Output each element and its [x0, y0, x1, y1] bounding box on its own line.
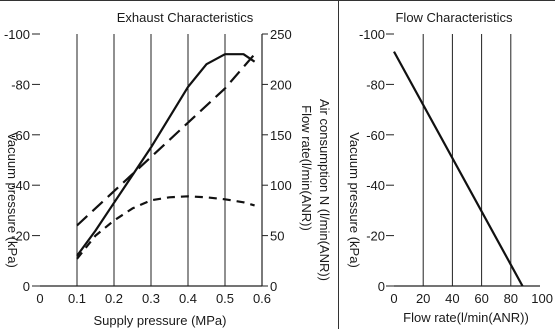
y-tick-label: -60: [366, 128, 385, 143]
x-tick-label: 0.3: [142, 291, 160, 306]
x-tick-label: 0.1: [68, 291, 86, 306]
left-y-tick-label: -40: [11, 178, 30, 193]
right-y-tick-label: 0: [270, 279, 277, 294]
x-axis-label: Flow rate(l/min(ANR)): [403, 310, 529, 325]
right-y-tick-label: 100: [270, 178, 292, 193]
x-tick-label: 20: [416, 291, 430, 306]
gridlines: [422, 34, 512, 286]
series-lines: [76, 53, 256, 260]
x-tick-label: 100: [531, 291, 553, 306]
right-y-tick-labels: 0 50 100 150 200 250: [262, 27, 292, 294]
right-y-tick-label: 50: [270, 229, 284, 244]
right-y-axis-label-1: Air consumption N (l/min(ANR)): [317, 99, 332, 281]
right-y-tick-label: 200: [270, 77, 292, 92]
series-lines: [393, 51, 524, 287]
axes: [40, 34, 263, 287]
y-axis-label: Vacuum pressure (kPa): [347, 132, 362, 268]
left-y-tick-label: -20: [11, 229, 30, 244]
x-tick-labels: 0 20 40 60 80 100: [390, 291, 553, 306]
x-tick-label: 60: [474, 291, 488, 306]
exhaust-characteristics-chart: Exhaust Characteristics 0 -20 -40 -60 -80 -10…: [4, 10, 332, 328]
right-y-axis-label-2: Flow rate(l/min(ANR)): [299, 105, 314, 231]
x-tick-labels: 0 0.1 0.2 0.3 0.4 0.5 0.6: [36, 291, 271, 306]
long-dash-series-line: [76, 53, 256, 227]
left-y-tick-label: -60: [11, 128, 30, 143]
y-tick-label: -100: [359, 27, 385, 42]
solid-series-line: [393, 51, 524, 287]
x-tick-label: 0.4: [179, 291, 197, 306]
solid-series-line: [76, 53, 256, 257]
x-tick-label: 0: [36, 291, 43, 306]
x-tick-label: 0.2: [105, 291, 123, 306]
x-tick-label: 80: [504, 291, 518, 306]
left-y-tick-labels: 0 -20 -40 -60 -80 -100: [4, 27, 40, 294]
right-y-tick-label: 150: [270, 128, 292, 143]
short-dash-series-line: [76, 195, 255, 260]
left-y-tick-label: 0: [23, 279, 30, 294]
x-axis-label: Supply pressure (MPa): [94, 313, 227, 328]
y-tick-label: -20: [366, 229, 385, 244]
x-tick-label: 40: [445, 291, 459, 306]
x-tick-label: 0.5: [216, 291, 234, 306]
chart-title: Flow Characteristics: [395, 10, 513, 25]
right-y-tick-label: 250: [270, 27, 292, 42]
left-y-axis-label: Vacuum pressure (kPa): [5, 132, 20, 268]
left-y-tick-label: -80: [11, 77, 30, 92]
y-tick-label: -80: [366, 77, 385, 92]
left-y-tick-label: -100: [4, 27, 30, 42]
y-tick-labels: 0 -20 -40 -60 -80 -100: [359, 27, 394, 294]
x-tick-label: 0.6: [253, 291, 271, 306]
y-tick-label: -40: [366, 178, 385, 193]
gridlines: [76, 34, 263, 286]
y-tick-label: 0: [378, 279, 385, 294]
chart-title: Exhaust Characteristics: [117, 10, 254, 25]
flow-characteristics-chart: Flow Characteristics 0 -20 -40 -60 -80 -100 0…: [347, 10, 553, 325]
x-tick-label: 0: [390, 291, 397, 306]
